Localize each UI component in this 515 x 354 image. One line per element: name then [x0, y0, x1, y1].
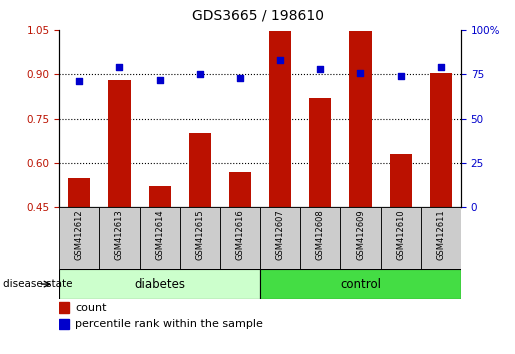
Bar [99, 207, 140, 269]
Bar [109, 80, 130, 207]
Point [236, 75, 244, 81]
Bar [340, 207, 381, 269]
Text: GSM412612: GSM412612 [75, 210, 84, 260]
Bar [68, 178, 90, 207]
Bar [430, 73, 452, 207]
Point [196, 72, 204, 77]
Bar [59, 207, 99, 269]
Bar [180, 207, 220, 269]
Bar [310, 98, 331, 207]
Text: disease state: disease state [3, 279, 72, 289]
Text: control: control [340, 278, 381, 291]
Bar [59, 302, 69, 313]
Text: GSM412609: GSM412609 [356, 210, 365, 260]
Bar [421, 207, 461, 269]
Point [156, 77, 164, 82]
Text: GSM412611: GSM412611 [436, 210, 445, 260]
Point [276, 57, 284, 63]
Bar [189, 133, 211, 207]
Text: diabetes: diabetes [134, 278, 185, 291]
Bar [381, 207, 421, 269]
Text: GSM412615: GSM412615 [195, 210, 204, 260]
Bar [220, 207, 260, 269]
Bar [149, 187, 170, 207]
Bar [260, 269, 461, 299]
Point [115, 64, 124, 70]
Text: GSM412610: GSM412610 [396, 210, 405, 260]
Point [75, 79, 83, 84]
Bar [140, 207, 180, 269]
Text: GSM412608: GSM412608 [316, 210, 325, 260]
Bar [260, 207, 300, 269]
Bar [229, 172, 251, 207]
Text: percentile rank within the sample: percentile rank within the sample [75, 319, 263, 329]
Point [356, 70, 365, 75]
Bar [300, 207, 340, 269]
Bar [59, 319, 69, 329]
Text: GDS3665 / 198610: GDS3665 / 198610 [192, 9, 323, 23]
Bar [269, 31, 291, 207]
Bar [59, 269, 260, 299]
Text: GSM412613: GSM412613 [115, 210, 124, 260]
Text: GSM412616: GSM412616 [235, 210, 245, 260]
Point [397, 73, 405, 79]
Text: GSM412614: GSM412614 [155, 210, 164, 260]
Text: count: count [75, 303, 107, 313]
Bar [350, 31, 371, 207]
Point [437, 64, 445, 70]
Point [316, 66, 324, 72]
Bar [390, 154, 411, 207]
Text: GSM412607: GSM412607 [276, 210, 285, 260]
